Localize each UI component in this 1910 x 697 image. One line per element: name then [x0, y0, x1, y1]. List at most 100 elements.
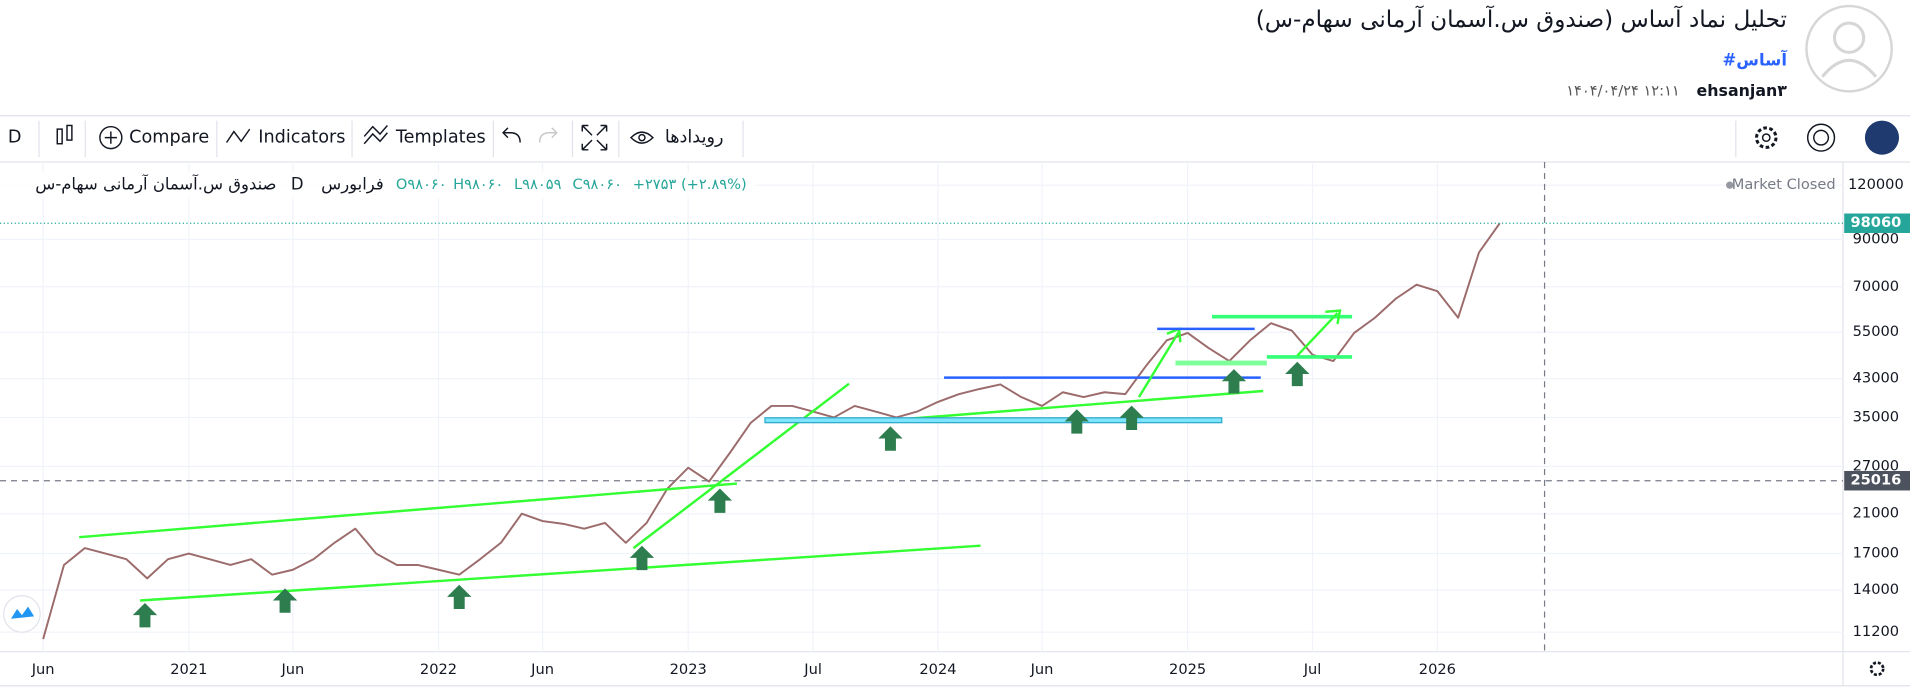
status-dot	[1726, 181, 1734, 189]
y-tick-label: 43000	[1853, 370, 1899, 387]
icon	[1754, 126, 1778, 149]
interval-button[interactable]: D	[8, 128, 22, 148]
compare-button[interactable]: Compare	[99, 125, 209, 150]
avatar-circle	[1805, 4, 1893, 93]
templates-label: Templates	[395, 128, 486, 148]
undo-button[interactable]	[502, 127, 521, 143]
x-tick-label: Jun	[31, 661, 55, 678]
icon	[1761, 133, 1771, 143]
icon	[1869, 661, 1885, 677]
x-tick-label: 2023	[670, 661, 707, 678]
axis-settings[interactable]	[1869, 661, 1885, 677]
level-zone	[1175, 360, 1267, 366]
y-tick-label: 35000	[1853, 408, 1899, 425]
x-tick-label: Jul	[1303, 661, 1322, 678]
up-arrow	[878, 426, 903, 451]
crosshair-box	[1844, 470, 1910, 491]
last-price-label: 98060	[1850, 214, 1901, 231]
x-tick-label: 2024	[919, 661, 956, 678]
toolbar: D Compare Indicators Templates	[0, 115, 1910, 163]
up-arrow	[447, 584, 472, 610]
y-tick-label: 14000	[1853, 581, 1899, 598]
user-menu[interactable]	[1864, 120, 1900, 155]
post-title: تحلیل نماد آساس (صندوق س.آسمان آرمانی سه…	[1256, 5, 1787, 33]
header: تحلیل نماد آساس (صندوق س.آسمان آرمانی سه…	[1256, 4, 1893, 100]
x-tick-label: 2026	[1419, 661, 1456, 678]
legend-bg	[0, 171, 756, 199]
chart	[0, 162, 1910, 687]
y-tick-label: 17000	[1853, 545, 1899, 562]
high: H۹۸۰۶۰	[453, 176, 503, 193]
compare-label: Compare	[129, 128, 209, 148]
hashtag[interactable]: #آساس	[1723, 48, 1788, 69]
icon	[363, 124, 388, 145]
legend: صندوق س.آسمان آرمانی سهام-س D فرابورس O۹…	[0, 171, 1836, 199]
change: +۲۷۵۳ (+۲.۸۹%)	[633, 176, 747, 193]
trend-line	[889, 389, 1264, 422]
post-date: ۱۴۰۴/۰۴/۲۴ ۱۲:۱۱	[1566, 82, 1680, 99]
icon	[225, 128, 251, 143]
icon	[104, 131, 117, 144]
icon	[66, 124, 73, 141]
drawings	[79, 309, 1353, 628]
y-tick-label: 120000	[1848, 176, 1904, 193]
close: C۹۸۰۶۰	[573, 176, 622, 193]
avatar[interactable]	[1805, 4, 1893, 93]
y-tick-label: 21000	[1853, 505, 1899, 522]
logo-circle	[3, 595, 41, 633]
low: L۹۸۰۵۹	[514, 176, 562, 193]
up-arrow	[1064, 409, 1089, 434]
open: O۹۸۰۶۰	[396, 176, 447, 193]
symbol-name: صندوق س.آسمان آرمانی سهام-س	[35, 175, 276, 195]
trend-line	[632, 382, 850, 550]
x-tick-label: Jun	[1030, 661, 1054, 678]
up-arrow	[1285, 361, 1310, 387]
x-tick-label: Jun	[280, 661, 304, 678]
avatar-head	[1832, 21, 1866, 54]
icon	[56, 128, 63, 145]
y-tick-label: 27000	[1853, 457, 1899, 474]
author[interactable]: ehsanjan۳	[1697, 81, 1788, 100]
icon	[1806, 123, 1836, 152]
x-tick-label: 2025	[1169, 661, 1206, 678]
price-line	[42, 222, 1501, 640]
icon	[99, 125, 123, 150]
redo-button[interactable]	[538, 127, 558, 143]
chart-type-button[interactable]	[56, 124, 73, 145]
last-price-box	[1844, 213, 1910, 233]
snapshot-button[interactable]	[1806, 123, 1836, 152]
templates-button[interactable]: Templates	[363, 124, 486, 148]
legend-interval: D	[291, 175, 304, 194]
up-arrow	[707, 488, 733, 513]
icon	[638, 133, 646, 142]
x-tick-label: 2021	[170, 661, 207, 678]
events-label: رویدادها	[665, 128, 724, 148]
indicators-label: Indicators	[258, 128, 345, 148]
logo-mark	[10, 606, 35, 619]
icon	[629, 131, 654, 144]
up-arrow	[1221, 369, 1247, 394]
y-tick-label: 70000	[1853, 278, 1899, 295]
market-status: Market Closed	[1732, 176, 1836, 193]
crosshair-label: 25016	[1850, 472, 1901, 489]
trend-line	[79, 482, 738, 539]
avatar-body	[1821, 58, 1878, 78]
y-tick-label: 55000	[1853, 323, 1899, 340]
tv-logo[interactable]	[3, 595, 41, 633]
x-tick-label: 2022	[420, 661, 457, 678]
fullscreen-button[interactable]	[581, 124, 608, 151]
x-tick-label: Jul	[803, 661, 822, 678]
trend-line	[140, 544, 981, 602]
up-arrow	[1119, 405, 1144, 430]
events-button[interactable]: رویدادها	[629, 128, 724, 148]
y-tick-label: 11200	[1853, 623, 1899, 640]
y-tick-label: 90000	[1853, 230, 1899, 247]
arrow-line	[1137, 327, 1182, 398]
up-arrow	[132, 602, 158, 628]
indicators-button[interactable]: Indicators	[225, 128, 346, 148]
x-tick-label: Jun	[530, 661, 554, 678]
settings-button[interactable]	[1754, 126, 1778, 149]
plot-area: 11200 14000 17000 21000 27000 35000 43000 55000…	[0, 162, 1910, 678]
